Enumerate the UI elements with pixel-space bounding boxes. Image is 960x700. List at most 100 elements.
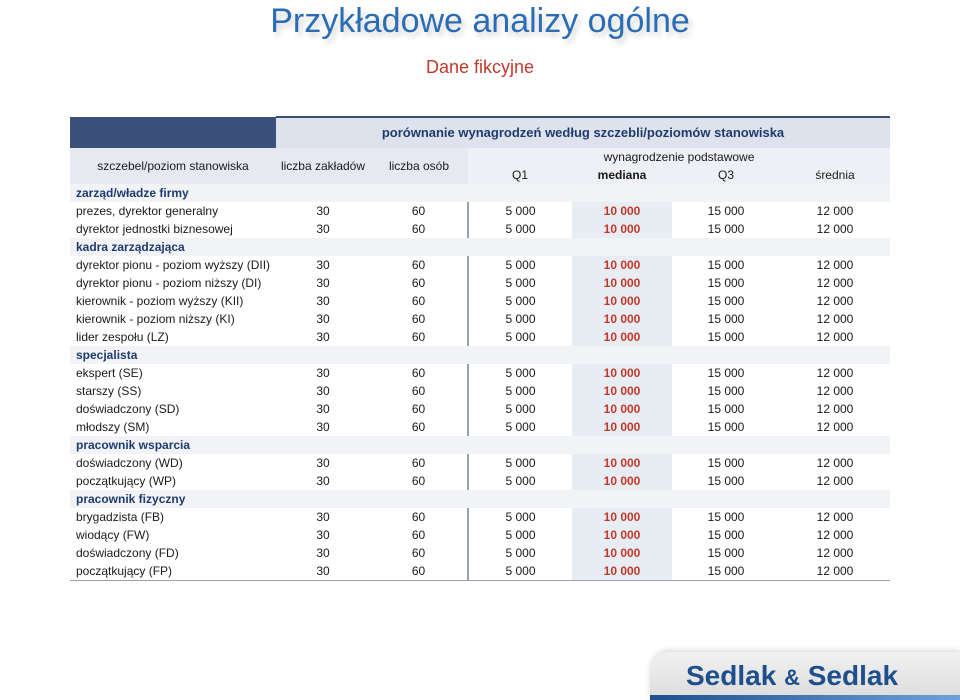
cell-mean: 12 000: [816, 474, 854, 488]
cell-median: 10 000: [572, 364, 672, 382]
cell-people: 60: [411, 312, 426, 326]
cell-median: 10 000: [572, 400, 672, 418]
table-row: kierownik - poziom niższy (KI) 30 60 5 000 1…: [70, 310, 890, 328]
cell-q3: 15 000: [707, 258, 745, 272]
cell-companies: 30: [316, 528, 330, 542]
table-row: początkujący (WP) 30 60 5 000 10 000 15 000 12…: [70, 472, 890, 490]
group-row: pracownik wsparcia: [70, 436, 890, 454]
table-row: lider zespołu (LZ) 30 60 5 000 10 000 15 000 1…: [70, 328, 890, 346]
cell-mean: 12 000: [816, 312, 854, 326]
salary-table-container: porównanie wynagrodzeń według szczebli/p…: [70, 116, 890, 581]
row-label: początkujący (WP): [76, 474, 177, 488]
table-row: brygadzista (FB) 30 60 5 000 10 000 15 000 12 …: [70, 508, 890, 526]
cell-people: 60: [411, 384, 426, 398]
cell-companies: 30: [316, 330, 330, 344]
header-median: mediana: [572, 166, 672, 184]
table-row: młodszy (SM) 30 60 5 000 10 000 15 000 12 000: [70, 418, 890, 436]
cell-median: 10 000: [572, 418, 672, 436]
cell-people: 60: [411, 474, 426, 488]
cell-people: 60: [411, 366, 426, 380]
table-row: doświadczony (FD) 30 60 5 000 10 000 15 000 12…: [70, 544, 890, 562]
header-companies: liczba zakładów: [276, 148, 370, 184]
cell-mean: 12 000: [816, 222, 854, 236]
page-title: Przykładowe analizy ogólne: [270, 2, 690, 40]
row-label: dyrektor pionu - poziom wyższy (DII): [76, 258, 271, 272]
cell-people: 60: [411, 330, 426, 344]
group-label: pracownik wsparcia: [70, 436, 890, 454]
header-people: liczba osób: [370, 148, 468, 184]
group-row: pracownik fizyczny: [70, 490, 890, 508]
cell-q1: 5 000: [467, 292, 572, 310]
cell-people: 60: [370, 562, 468, 581]
cell-mean: 12 000: [816, 276, 854, 290]
cell-people: 60: [411, 258, 426, 272]
cell-mean: 12 000: [816, 384, 854, 398]
cell-median: 10 000: [572, 544, 672, 562]
cell-mean: 12 000: [816, 294, 854, 308]
group-label: kadra zarządzająca: [70, 238, 890, 256]
cell-q3: 15 000: [707, 366, 745, 380]
cell-mean: 12 000: [780, 562, 890, 581]
cell-q1: 5 000: [467, 400, 572, 418]
cell-companies: 30: [316, 510, 330, 524]
row-label: doświadczony (WD): [76, 456, 183, 470]
cell-median: 10 000: [572, 472, 672, 490]
table-row: wiodący (FW) 30 60 5 000 10 000 15 000 12 000: [70, 526, 890, 544]
cell-median: 10 000: [572, 274, 672, 292]
group-row: kadra zarządzająca: [70, 238, 890, 256]
row-label: prezes, dyrektor generalny: [76, 204, 219, 218]
header-q1: Q1: [468, 166, 572, 184]
cell-median: 10 000: [572, 526, 672, 544]
cell-q3: 15 000: [707, 402, 745, 416]
row-label: doświadczony (SD): [76, 402, 180, 416]
cell-q1: 5 000: [467, 220, 572, 238]
table-row: początkujący (FP) 30 60 5 000 10 000 15 000 12…: [70, 562, 890, 581]
cell-q3: 15 000: [707, 276, 745, 290]
cell-people: 60: [411, 420, 426, 434]
subheader-row: Q1 mediana Q3 średnia: [70, 166, 890, 184]
cell-mean: 12 000: [816, 366, 854, 380]
group-label: specjalista: [70, 346, 890, 364]
cell-median: 10 000: [572, 292, 672, 310]
row-label: dyrektor pionu - poziom niższy (DI): [76, 276, 262, 290]
cell-q1: 5 000: [467, 472, 572, 490]
cell-q3: 15 000: [707, 546, 745, 560]
cell-q1: 5 000: [467, 526, 572, 544]
cell-people: 60: [411, 510, 426, 524]
cell-q1: 5 000: [467, 382, 572, 400]
cell-people: 60: [411, 546, 426, 560]
row-label: brygadzista (FB): [76, 510, 165, 524]
cell-people: 60: [411, 204, 426, 218]
cell-people: 60: [411, 222, 426, 236]
cell-people: 60: [411, 402, 426, 416]
cell-companies: 30: [316, 258, 330, 272]
cell-q1: 5 000: [467, 310, 572, 328]
cell-q1: 5 000: [467, 202, 572, 220]
table-row: prezes, dyrektor generalny 30 60 5 000 10 00…: [70, 202, 890, 220]
table-title-row: porównanie wynagrodzeń według szczebli/p…: [70, 116, 890, 148]
cell-q3: 15 000: [707, 312, 745, 326]
cell-mean: 12 000: [816, 528, 854, 542]
row-label: młodszy (SM): [76, 420, 150, 434]
row-label: ekspert (SE): [76, 366, 143, 380]
group-label: pracownik fizyczny: [70, 490, 890, 508]
logo-name-left: Sedlak: [686, 660, 777, 691]
row-label: lider zespołu (LZ): [76, 330, 169, 344]
cell-q1: 5 000: [467, 364, 572, 382]
cell-q1: 5 000: [467, 274, 572, 292]
cell-companies: 30: [316, 276, 330, 290]
cell-q3: 15 000: [707, 420, 745, 434]
cell-mean: 12 000: [816, 204, 854, 218]
group-row: specjalista: [70, 346, 890, 364]
cell-median: 10 000: [572, 454, 672, 472]
header-salary-group: wynagrodzenie podstawowe: [468, 148, 890, 166]
cell-people: 60: [411, 528, 426, 542]
logo-ampersand: &: [784, 665, 800, 690]
cell-companies: 30: [316, 546, 330, 560]
cell-mean: 12 000: [816, 420, 854, 434]
cell-companies: 30: [316, 456, 330, 470]
cell-mean: 12 000: [816, 258, 854, 272]
cell-q1: 5 000: [467, 544, 572, 562]
cell-median: 10 000: [572, 382, 672, 400]
cell-median: 10 000: [572, 328, 672, 346]
